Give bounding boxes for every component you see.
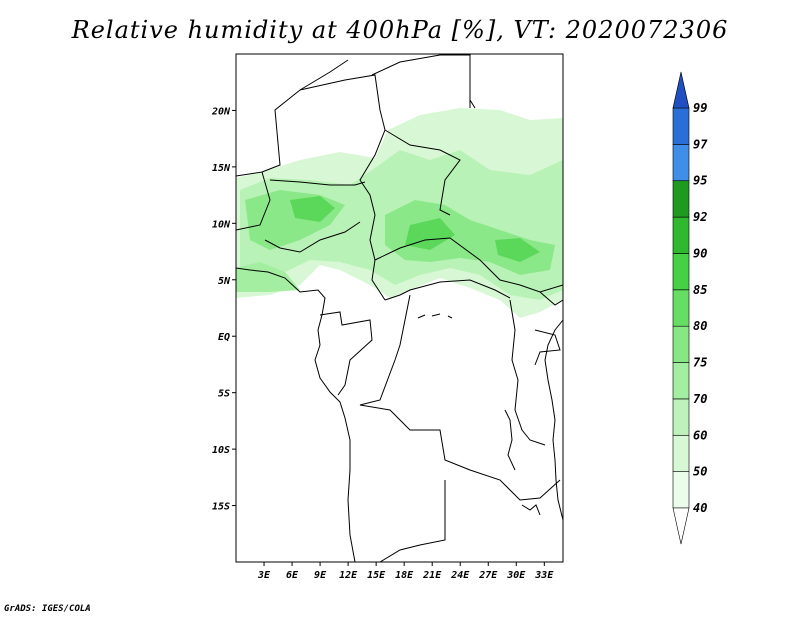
lon-tick-label: 15E bbox=[367, 570, 386, 581]
legend-color-segment bbox=[672, 289, 690, 327]
lon-tick-label: 9E bbox=[314, 570, 327, 581]
lat-tick-label: EQ bbox=[218, 332, 230, 343]
border-line-15 bbox=[534, 329, 561, 366]
lon-tick-label: 12E bbox=[339, 570, 358, 581]
border-line-4 bbox=[269, 179, 366, 186]
legend-color-segment bbox=[672, 325, 690, 363]
border-line-14 bbox=[539, 291, 563, 306]
lon-tick-label: 6E bbox=[286, 570, 299, 581]
legend-level-label: 60 bbox=[693, 428, 707, 442]
grads-credit: GrADS: IGES/COLA bbox=[4, 604, 91, 614]
legend-level-label: 50 bbox=[693, 465, 707, 479]
lat-tick-label: 10N bbox=[212, 219, 231, 230]
legend-color-segment bbox=[672, 362, 690, 400]
lon-tick-label: 30E bbox=[506, 570, 526, 581]
border-line-10 bbox=[319, 311, 373, 396]
border-line-12 bbox=[379, 480, 446, 562]
lat-tick-label: 10S bbox=[212, 445, 230, 456]
humidity-band-85c bbox=[495, 238, 540, 262]
lat-tick-label: 15S bbox=[212, 502, 230, 513]
coastline-west-africa bbox=[236, 267, 356, 562]
lon-tick-label: 21E bbox=[422, 570, 442, 581]
lon-tick-label: 33E bbox=[534, 570, 554, 581]
legend-level-label: 92 bbox=[693, 210, 707, 224]
legend-top-arrow bbox=[672, 71, 690, 109]
legend-color-segment bbox=[672, 107, 690, 145]
border-line-16 bbox=[469, 55, 476, 109]
border-line-1 bbox=[236, 171, 271, 231]
border-line-2 bbox=[261, 59, 349, 173]
border-line-7 bbox=[384, 129, 461, 216]
lat-tick-label: 5N bbox=[218, 276, 231, 287]
legend-color-segment bbox=[672, 434, 690, 472]
legend-level-label: 85 bbox=[693, 283, 707, 297]
humidity-band-85 bbox=[290, 196, 335, 222]
legend-level-label: 97 bbox=[693, 137, 708, 151]
legend-level-label: 80 bbox=[693, 319, 707, 333]
legend-color-segment bbox=[672, 144, 690, 182]
legend-color-segment bbox=[672, 180, 690, 218]
legend-color-segment bbox=[672, 216, 690, 254]
border-line-13 bbox=[509, 299, 546, 446]
legend-bottom-arrow bbox=[672, 507, 690, 545]
border-line-6 bbox=[371, 54, 471, 108]
lat-tick-label: 5S bbox=[218, 389, 230, 400]
legend-level-label: 75 bbox=[693, 356, 707, 370]
latitude-axis: 20N 15N 10N 5N EQ 5S 10S 15S bbox=[211, 106, 236, 513]
colorbar-legend: 40 50 60 70 75 80 85 90 92 95 97 99 bbox=[672, 71, 708, 545]
legend-color-segment bbox=[672, 471, 690, 509]
humidity-band-coast bbox=[236, 262, 300, 292]
legend-level-label: 40 bbox=[693, 501, 707, 515]
map-title: Relative humidity at 400hPa [%], VT: 202… bbox=[71, 16, 729, 44]
lat-tick-label: 20N bbox=[211, 106, 231, 117]
border-line-9 bbox=[384, 279, 511, 301]
lon-tick-label: 27E bbox=[478, 570, 498, 581]
legend-color-segment bbox=[672, 398, 690, 436]
lake-line-3 bbox=[521, 504, 541, 516]
longitude-axis: 3E 6E 9E 12E 15E 18E 21E 24E 27E 30E 33E bbox=[257, 562, 554, 581]
lon-tick-label: 18E bbox=[395, 570, 414, 581]
lon-tick-label: 24E bbox=[450, 570, 470, 581]
border-line-5 bbox=[264, 221, 361, 253]
legend-color-segment bbox=[672, 253, 690, 291]
humidity-field bbox=[236, 108, 563, 318]
legend-level-label: 95 bbox=[693, 174, 707, 188]
legend-level-label: 70 bbox=[693, 392, 707, 406]
lat-tick-label: 15N bbox=[212, 163, 231, 174]
lake-line-2 bbox=[504, 409, 516, 471]
borders bbox=[236, 54, 563, 562]
lon-tick-label: 3E bbox=[257, 570, 271, 581]
map-frame bbox=[235, 53, 564, 563]
legend-level-label: 99 bbox=[693, 101, 707, 115]
border-line-8 bbox=[374, 237, 563, 293]
lake-line-1 bbox=[417, 313, 453, 319]
legend-level-label: 90 bbox=[693, 246, 707, 260]
border-line-11 bbox=[359, 294, 561, 501]
